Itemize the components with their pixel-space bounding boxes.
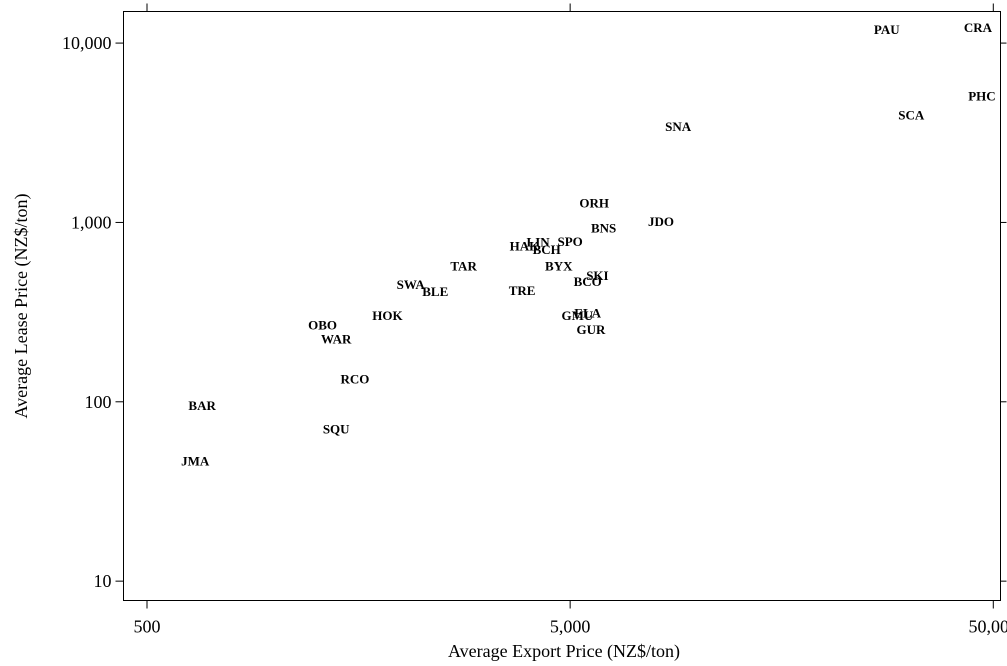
y-tick-label: 100 — [85, 392, 112, 412]
point-label-squ: SQU — [323, 421, 350, 436]
y-tick-label: 10,000 — [62, 33, 112, 53]
point-label-jma: JMA — [181, 454, 210, 469]
y-axis: 10 100 1,000 10,000 — [62, 33, 1007, 591]
point-label-ela: ELA — [574, 305, 601, 320]
x-tick-label: 50,000 — [969, 617, 1007, 637]
point-label-bns: BNS — [591, 220, 616, 235]
point-label-byx: BYX — [545, 259, 573, 274]
point-label-lin: LIN — [527, 234, 551, 249]
point-label-tre: TRE — [509, 283, 536, 298]
x-axis: 500 5,000 50,000 — [133, 3, 1007, 637]
point-label-bch: BCH — [533, 242, 561, 257]
point-label-orh: ORH — [579, 196, 609, 211]
y-axis-label: Average Lease Price (NZ$/ton) — [11, 193, 32, 418]
point-label-sca: SCA — [898, 107, 925, 122]
y-tick-label: 10 — [94, 571, 112, 591]
point-label-ble: BLE — [422, 284, 448, 299]
point-label-tar: TAR — [450, 259, 477, 274]
point-label-spo: SPO — [557, 234, 582, 249]
point-label-bar: BAR — [188, 398, 216, 413]
x-axis-label: Average Export Price (NZ$/ton) — [448, 641, 680, 662]
point-label-hok: HOK — [372, 308, 403, 323]
x-tick-label: 5,000 — [550, 617, 591, 637]
point-label-jdo: JDO — [648, 214, 674, 229]
point-label-gur: GUR — [577, 322, 607, 337]
point-label-pau: PAU — [874, 22, 900, 37]
point-label-phc: PHC — [968, 89, 995, 104]
plot-frame — [123, 11, 1001, 601]
point-label-hak: HAK — [510, 238, 541, 253]
x-tick-label: 500 — [133, 617, 160, 637]
point-label-gmu: GMU — [561, 308, 593, 323]
point-label-ski: SKI — [586, 268, 608, 283]
point-label-obo: OBO — [308, 317, 337, 332]
point-label-rco: RCO — [340, 371, 369, 386]
point-label-cra: CRA — [964, 20, 993, 35]
y-tick-label: 1,000 — [71, 212, 112, 232]
point-label-swa: SWA — [397, 277, 426, 292]
point-label-bco: BCO — [574, 274, 602, 289]
point-label-sna: SNA — [665, 119, 692, 134]
point-label-war: WAR — [321, 332, 352, 347]
